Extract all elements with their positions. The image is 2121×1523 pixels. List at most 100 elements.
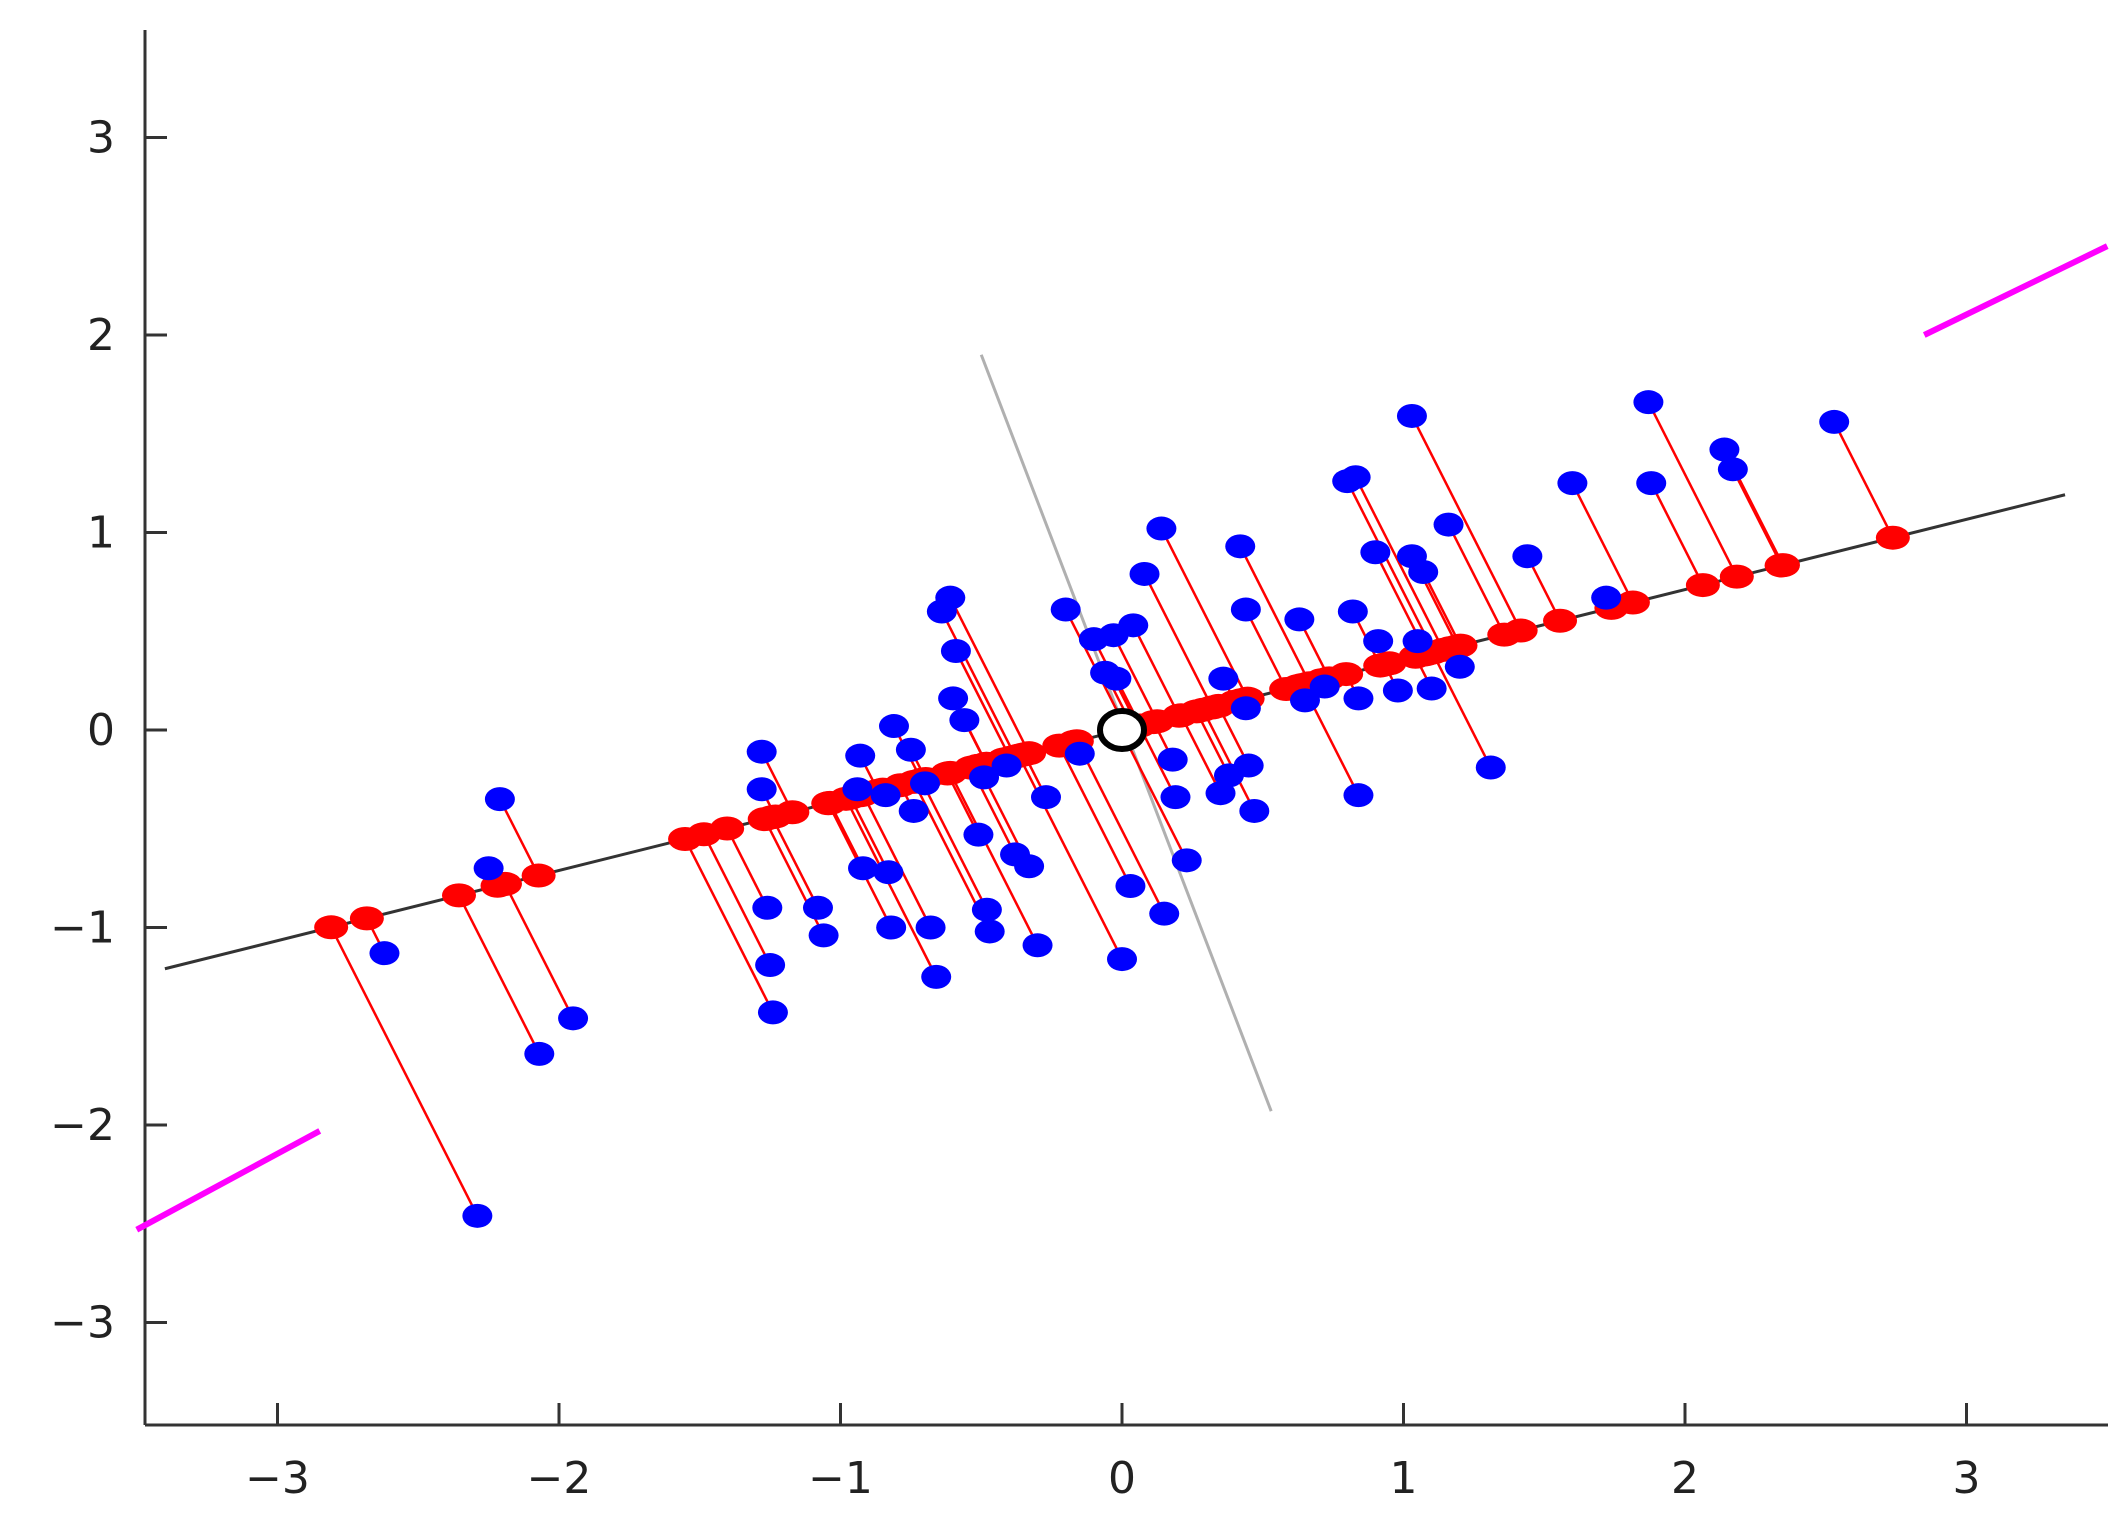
data-point (558, 1006, 589, 1031)
projected-point (933, 760, 968, 785)
data-point (909, 771, 940, 796)
data-point (1633, 390, 1664, 415)
projection-line (1571, 482, 1635, 604)
projected-point (668, 826, 703, 851)
projection-line (1179, 714, 1222, 794)
projection-line (726, 827, 769, 909)
projected-point (1487, 622, 1522, 647)
data-point (876, 915, 907, 940)
mean-point-marker (1097, 708, 1147, 752)
axes: −3 −2 −1 0 1 2 3 −3 −2 −1 0 1 2 3 (50, 30, 2108, 1504)
data-point (1014, 854, 1045, 879)
data-point (963, 822, 994, 847)
projected-point (1367, 652, 1402, 677)
projection-line (1410, 415, 1522, 632)
data-point (949, 708, 980, 733)
projection-line (1058, 745, 1132, 887)
data-point (1717, 457, 1748, 482)
y-tick-label: −2 (50, 1100, 115, 1151)
data-point (848, 856, 879, 881)
data-point (1416, 676, 1447, 701)
data-point (940, 639, 971, 663)
mean-marker (1097, 708, 1147, 752)
projection-line (1075, 740, 1166, 915)
data-point (1309, 674, 1340, 699)
data-point (1284, 607, 1315, 632)
data-point (1233, 753, 1264, 778)
data-point (842, 777, 873, 802)
projection-line (1731, 468, 1783, 567)
data-point (1022, 933, 1053, 958)
data-point (1239, 798, 1270, 823)
data-point (1171, 848, 1202, 873)
projected-point (747, 807, 782, 832)
data-point (1225, 534, 1256, 559)
data-point (1208, 666, 1239, 691)
projection-line (1650, 482, 1704, 586)
data-point (1337, 599, 1368, 624)
data-point (1343, 783, 1374, 808)
data-point (845, 743, 876, 768)
data-point (1557, 471, 1588, 496)
data-point (524, 1041, 555, 1066)
projection-line (920, 779, 988, 911)
data-point (1363, 629, 1394, 654)
projected-point (1764, 553, 1799, 578)
data-point (1636, 471, 1667, 496)
y-tick-label: 3 (87, 113, 115, 164)
projection-line (1647, 401, 1738, 578)
x-tick-label: −1 (808, 1453, 873, 1504)
projection-line (1201, 709, 1256, 812)
data-point (1115, 874, 1146, 899)
data-point (1230, 597, 1261, 622)
data-point (752, 895, 783, 920)
data-point (473, 856, 504, 881)
projection-line (1119, 729, 1188, 861)
projection-line (330, 926, 479, 1217)
data-point (921, 964, 952, 989)
projection-line (683, 838, 775, 1013)
projection-line (1346, 480, 1435, 653)
projection-line (498, 798, 540, 877)
data-point (969, 765, 1000, 790)
projection-line (1239, 545, 1311, 684)
data-point (991, 753, 1022, 778)
data-point (1230, 696, 1261, 721)
data-point (895, 737, 926, 762)
x-tick-label: 2 (1671, 1453, 1699, 1504)
data-point (1118, 613, 1149, 638)
data-point (1101, 666, 1132, 691)
projected-point (1186, 697, 1221, 722)
projected-point (349, 906, 384, 931)
projection-line (702, 833, 772, 966)
magenta-segment (135, 1128, 322, 1233)
x-tick-label: 0 (1108, 1453, 1136, 1504)
projection-line (457, 894, 541, 1055)
y-tick-label: 2 (87, 310, 115, 361)
data-point (873, 860, 904, 885)
data-point (1129, 561, 1160, 586)
data-point (1160, 785, 1191, 810)
projected-point (1875, 525, 1910, 550)
data-point (1475, 755, 1506, 780)
data-point (938, 686, 969, 711)
projection-line (844, 798, 938, 978)
data-point (1360, 540, 1391, 565)
data-point (935, 585, 966, 610)
magenta-segment (1922, 243, 2109, 338)
data-point (1402, 629, 1433, 654)
data-point (1157, 747, 1188, 772)
x-tick-label: −2 (527, 1453, 592, 1504)
y-tick-label: 1 (87, 508, 115, 559)
data-point (369, 941, 400, 966)
projection-line (1244, 608, 1288, 690)
y-tick-label: −1 (50, 903, 115, 954)
x-tick-label: 3 (1953, 1453, 1981, 1504)
data-point (746, 739, 777, 764)
projection-line (1431, 651, 1492, 769)
data-point (1050, 597, 1081, 622)
data-point (1149, 901, 1180, 926)
data-point (1396, 403, 1427, 428)
projected-point (441, 883, 476, 908)
